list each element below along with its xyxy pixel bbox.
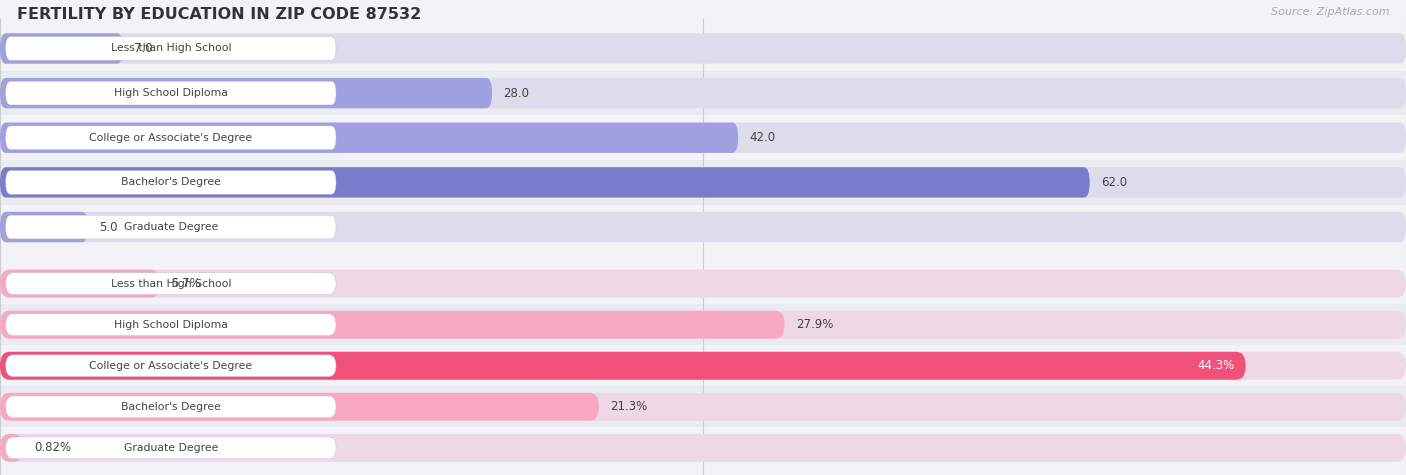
Text: 21.3%: 21.3% [610,400,647,413]
FancyBboxPatch shape [6,355,336,377]
Bar [0,386,1406,428]
Text: Less than High School: Less than High School [111,279,231,289]
Text: 27.9%: 27.9% [796,318,834,331]
FancyBboxPatch shape [6,396,336,418]
Bar [0,428,1406,468]
FancyBboxPatch shape [6,314,336,335]
FancyBboxPatch shape [0,78,1406,108]
Text: 0.82%: 0.82% [34,441,72,455]
FancyBboxPatch shape [6,81,336,105]
FancyBboxPatch shape [0,123,738,153]
Text: High School Diploma: High School Diploma [114,320,228,330]
FancyBboxPatch shape [0,352,1246,380]
Bar [0,263,1406,304]
Bar [0,26,1406,71]
FancyBboxPatch shape [0,167,1406,198]
Text: 62.0: 62.0 [1101,176,1128,189]
FancyBboxPatch shape [0,352,1406,380]
Bar [0,71,1406,115]
Text: Graduate Degree: Graduate Degree [124,222,218,232]
Text: College or Associate's Degree: College or Associate's Degree [89,361,253,371]
Text: Source: ZipAtlas.com: Source: ZipAtlas.com [1271,7,1389,17]
Text: 5.0: 5.0 [98,220,118,234]
Text: 7.0: 7.0 [135,42,153,55]
FancyBboxPatch shape [6,215,336,239]
Text: FERTILITY BY EDUCATION IN ZIP CODE 87532: FERTILITY BY EDUCATION IN ZIP CODE 87532 [17,7,422,22]
FancyBboxPatch shape [0,167,1090,198]
FancyBboxPatch shape [0,393,1406,421]
FancyBboxPatch shape [0,33,124,64]
FancyBboxPatch shape [0,212,87,242]
FancyBboxPatch shape [0,270,1406,297]
Bar [0,304,1406,345]
Text: High School Diploma: High School Diploma [114,88,228,98]
Text: Less than High School: Less than High School [111,44,231,54]
Bar [0,205,1406,249]
FancyBboxPatch shape [6,171,336,194]
Bar [0,160,1406,205]
FancyBboxPatch shape [6,126,336,150]
Text: Graduate Degree: Graduate Degree [124,443,218,453]
Text: 42.0: 42.0 [749,131,776,144]
Text: 5.7%: 5.7% [172,277,201,290]
FancyBboxPatch shape [6,37,336,60]
Text: 28.0: 28.0 [503,86,529,100]
FancyBboxPatch shape [0,123,1406,153]
FancyBboxPatch shape [0,270,160,297]
FancyBboxPatch shape [0,434,1406,462]
Text: Bachelor's Degree: Bachelor's Degree [121,402,221,412]
Bar [0,115,1406,160]
Text: 44.3%: 44.3% [1198,359,1234,372]
FancyBboxPatch shape [0,311,785,339]
FancyBboxPatch shape [0,434,22,462]
FancyBboxPatch shape [0,33,1406,64]
FancyBboxPatch shape [0,393,599,421]
Text: College or Associate's Degree: College or Associate's Degree [89,133,253,143]
Text: Bachelor's Degree: Bachelor's Degree [121,177,221,188]
FancyBboxPatch shape [6,273,336,294]
FancyBboxPatch shape [6,437,336,459]
FancyBboxPatch shape [0,212,1406,242]
Bar [0,345,1406,386]
FancyBboxPatch shape [0,311,1406,339]
FancyBboxPatch shape [0,78,492,108]
